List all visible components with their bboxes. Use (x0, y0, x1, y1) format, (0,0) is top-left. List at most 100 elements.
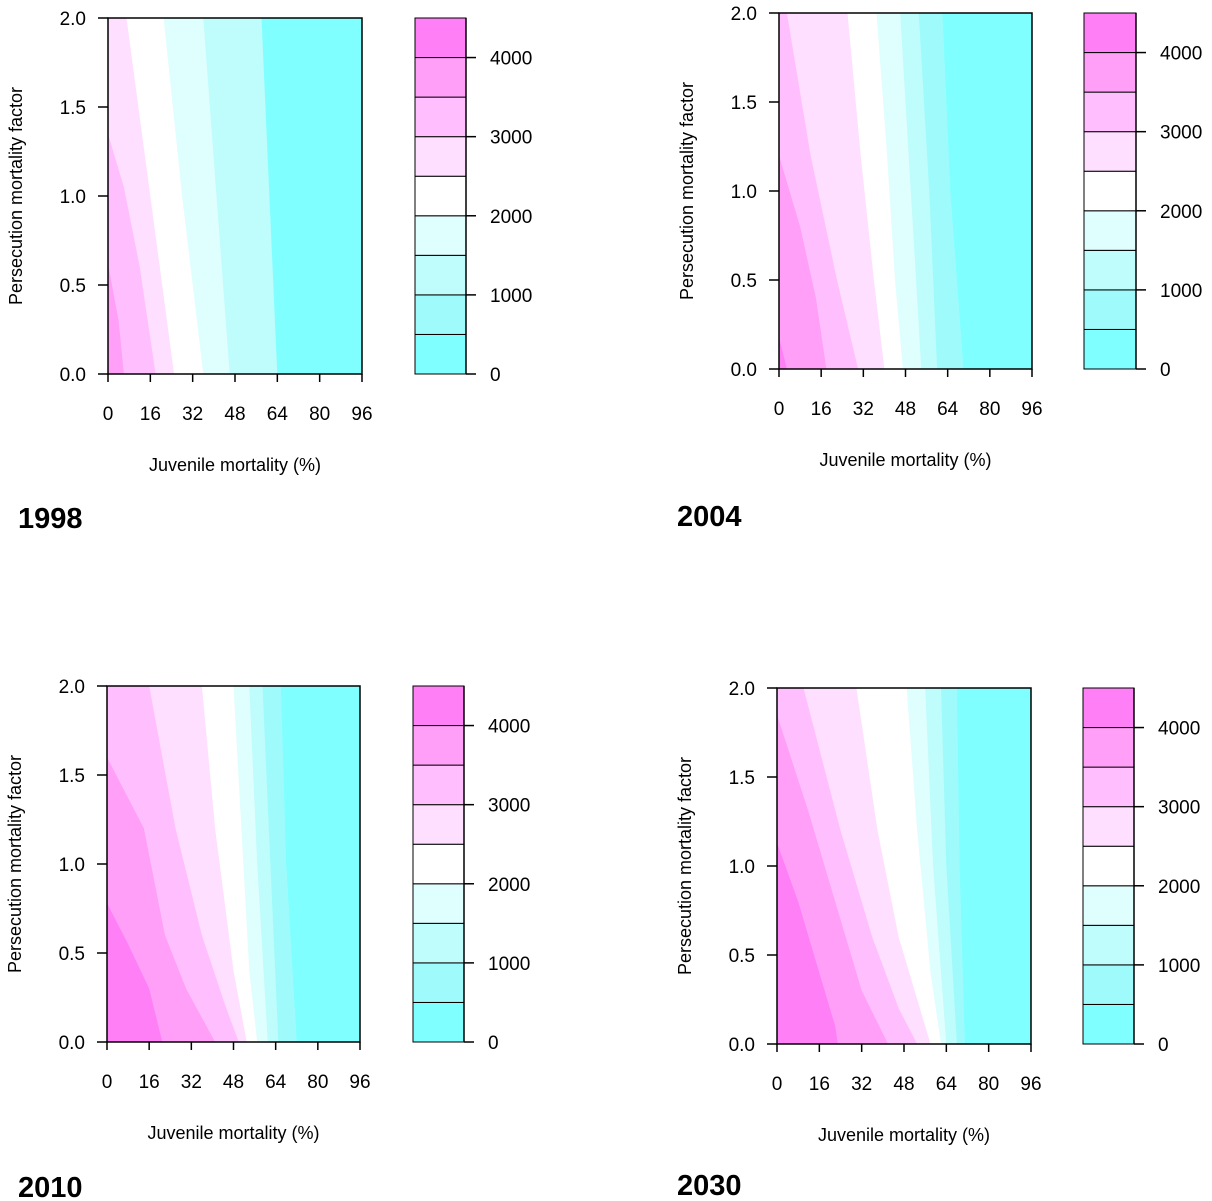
colorbar-segment (412, 843, 465, 885)
x-tick-label: 80 (309, 404, 330, 425)
colorbar-segment (1082, 806, 1135, 847)
colorbar-segment (1082, 964, 1135, 1005)
colorbar-tick-label: 3000 (488, 796, 530, 817)
y-tick-label: 0.5 (59, 944, 85, 965)
panel-year-label: 1998 (18, 503, 83, 535)
contour-band-3500 (779, 155, 827, 369)
y-tick-label: 1.5 (731, 93, 757, 114)
panel-1998: 0 16 32 48 64 80 96 0.0 0.5 1.0 1.5 2.0 Juvenile mor… (6, 9, 532, 535)
colorbar-tick-label: 4000 (490, 49, 532, 70)
colorbar-segment (414, 57, 467, 98)
x-tick-label: 0 (772, 1074, 783, 1095)
colorbar-segment (412, 1001, 465, 1043)
colorbar-segment (414, 96, 467, 138)
colorbar-tick-label: 1000 (488, 954, 530, 975)
colorbar-segment (1082, 885, 1135, 926)
x-tick-label: 32 (853, 399, 874, 420)
colorbar-segment (1083, 170, 1137, 212)
colorbar-segment (414, 215, 467, 256)
colorbar-tick-label: 0 (488, 1033, 499, 1054)
y-tick-label: 1.0 (60, 187, 86, 208)
colorbar-segment (414, 254, 467, 296)
panel-year-label: 2004 (677, 501, 742, 533)
y-tick-label: 0.0 (731, 360, 757, 381)
colorbar-segment (1082, 727, 1135, 768)
colorbar-segment (1083, 12, 1137, 54)
colorbar-segment (414, 333, 467, 375)
colorbar-segment (412, 922, 465, 964)
colorbar-segment (1082, 1003, 1135, 1045)
x-tick-label: 0 (774, 399, 785, 420)
x-tick-label: 96 (1020, 1074, 1041, 1095)
colorbar-tick-label: 1000 (490, 286, 532, 307)
x-tick-label: 80 (978, 1074, 999, 1095)
colorbar-segment (1082, 924, 1135, 966)
colorbar-segment (412, 685, 465, 727)
x-tick-label: 64 (267, 404, 289, 425)
x-tick-label: 64 (265, 1072, 287, 1093)
y-tick-label: 1.0 (729, 857, 755, 878)
colorbar-segment (414, 17, 467, 59)
colorbar-tick-label: 3000 (490, 128, 532, 149)
y-tick-label: 1.0 (731, 182, 757, 203)
colorbar-tick-label: 0 (490, 365, 501, 386)
y-tick-label: 0.5 (729, 946, 755, 967)
colorbar-segment (1083, 289, 1137, 330)
contour-band-4000 (779, 337, 787, 369)
colorbar-segment (412, 764, 465, 806)
y-tick-label: 0.0 (59, 1033, 85, 1054)
colorbar-tick-label: 1000 (1160, 281, 1202, 302)
x-tick-label: 0 (103, 404, 114, 425)
y-tick-label: 2.0 (60, 9, 86, 30)
panel-2030: 0 16 32 48 64 80 96 0.0 0.5 1.0 1.5 2.0 Juvenile mor… (675, 679, 1200, 1201)
colorbar-segment (1083, 91, 1137, 133)
x-tick-label: 16 (809, 1074, 830, 1095)
colorbar-tick-label: 4000 (488, 717, 530, 738)
y-tick-label: 0.0 (60, 365, 86, 386)
contour-band-3000 (108, 133, 156, 374)
x-tick-label: 16 (140, 404, 161, 425)
colorbar-segment (412, 883, 465, 924)
x-tick-label: 48 (895, 399, 916, 420)
colorbar-tick-label: 3000 (1160, 123, 1202, 144)
colorbar-segment (1083, 328, 1137, 370)
contour-band-4000 (107, 903, 163, 1042)
colorbar-segment (414, 175, 467, 217)
y-tick-label: 2.0 (731, 4, 757, 25)
x-tick-label: 32 (851, 1074, 872, 1095)
colorbar-segment (1082, 766, 1135, 808)
x-tick-label: 48 (223, 1072, 244, 1093)
colorbar-segment (1082, 845, 1135, 887)
x-tick-label: 48 (893, 1074, 914, 1095)
colorbar-tick-label: 2000 (488, 875, 530, 896)
colorbar-tick-label: 3000 (1158, 798, 1200, 819)
x-tick-label: 80 (307, 1072, 328, 1093)
y-tick-label: 1.5 (729, 768, 755, 789)
y-tick-label: 0.5 (60, 276, 86, 297)
colorbar-segment (1083, 210, 1137, 251)
x-tick-label: 64 (937, 399, 959, 420)
y-tick-label: 2.0 (59, 677, 85, 698)
panel-year-label: 2030 (677, 1170, 742, 1201)
colorbar-segment (414, 136, 467, 177)
panel-2010: 0 16 32 48 64 80 96 0.0 0.5 1.0 1.5 2.0 Juvenile mor… (5, 677, 530, 1201)
x-axis-label: Juvenile mortality (%) (818, 1125, 990, 1145)
colorbar-tick-label: 2000 (1160, 202, 1202, 223)
y-tick-label: 0.0 (729, 1035, 755, 1056)
contour-band-4000 (777, 842, 838, 1044)
colorbar-tick-label: 0 (1158, 1035, 1169, 1056)
colorbar-tick-label: 2000 (1158, 877, 1200, 898)
x-axis-label: Juvenile mortality (%) (149, 455, 321, 475)
colorbar-segment (1083, 249, 1137, 291)
y-tick-label: 1.5 (60, 98, 86, 119)
y-tick-label: 2.0 (729, 679, 755, 700)
panel-2004: 0 16 32 48 64 80 96 0.0 0.5 1.0 1.5 2.0 Juvenile mor… (677, 4, 1202, 533)
x-tick-label: 96 (349, 1072, 370, 1093)
colorbar-tick-label: 4000 (1158, 719, 1200, 740)
x-axis-label: Juvenile mortality (%) (147, 1123, 319, 1143)
colorbar-segment (414, 294, 467, 335)
x-tick-label: 32 (182, 404, 203, 425)
colorbar-segment (1083, 52, 1137, 93)
colorbar-segment (412, 962, 465, 1003)
